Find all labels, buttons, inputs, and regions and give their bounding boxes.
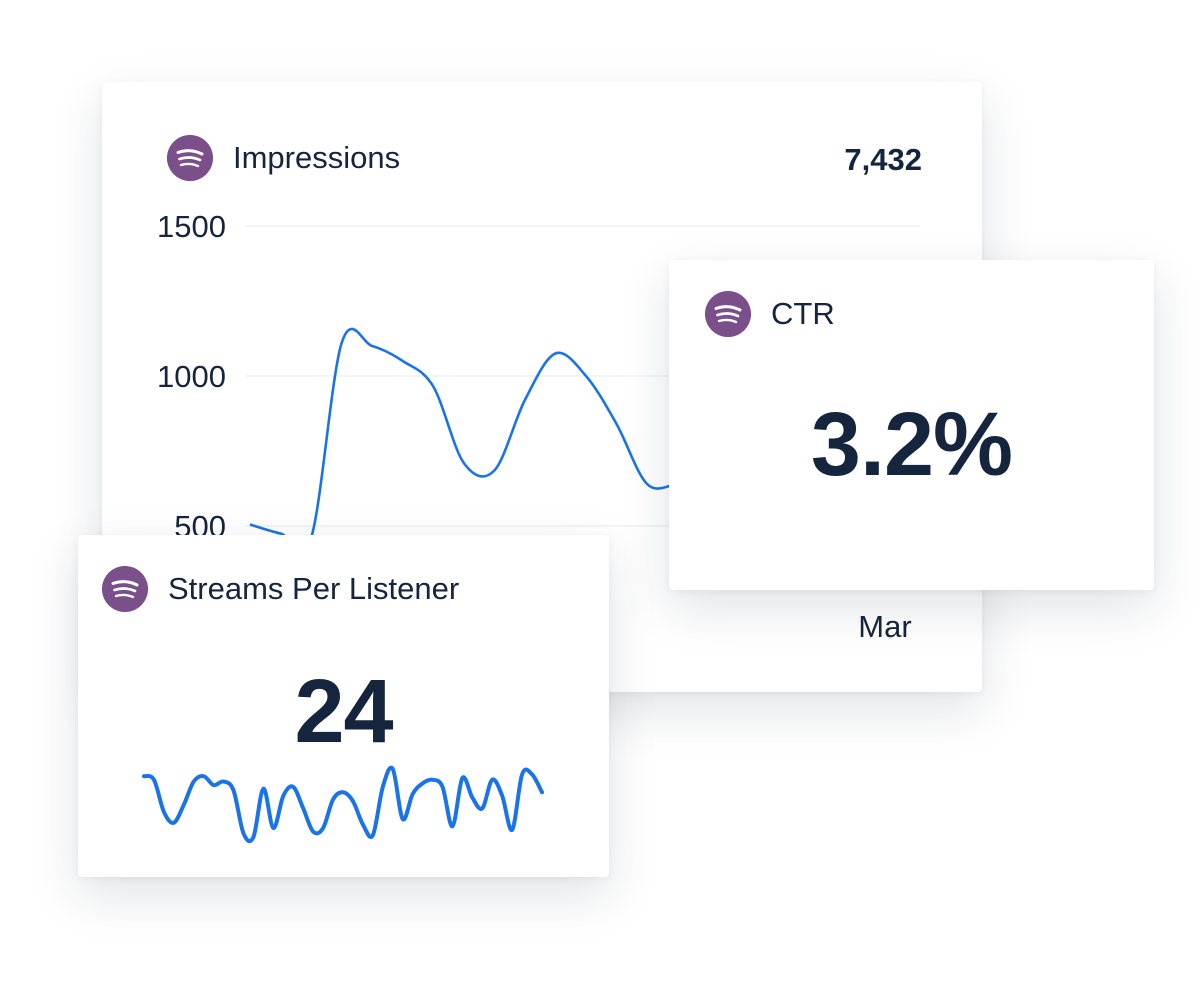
x-tick-label: Mar [858, 609, 911, 644]
impressions-header: Impressions [167, 135, 400, 181]
streams-per-listener-card: Streams Per Listener 24 [78, 535, 609, 877]
streams-per-listener-header: Streams Per Listener [102, 566, 459, 612]
sparkline-path [142, 765, 544, 843]
ctr-value: 3.2% [810, 395, 1013, 495]
spotify-logo-icon [102, 566, 148, 612]
streams-per-listener-value: 24 [294, 662, 393, 762]
impressions-total: 7,432 [844, 142, 922, 177]
spotify-logo-icon [167, 135, 213, 181]
y-tick-label: 1000 [157, 359, 226, 394]
ctr-header: CTR [705, 291, 835, 337]
y-tick-label: 1500 [157, 209, 226, 244]
streams-per-listener-sparkline [142, 765, 544, 843]
impressions-title: Impressions [233, 140, 401, 175]
spotify-logo-icon [705, 291, 751, 337]
streams-per-listener-title: Streams Per Listener [168, 571, 460, 606]
ctr-card: CTR 3.2% [669, 260, 1154, 590]
ctr-title: CTR [771, 296, 835, 331]
